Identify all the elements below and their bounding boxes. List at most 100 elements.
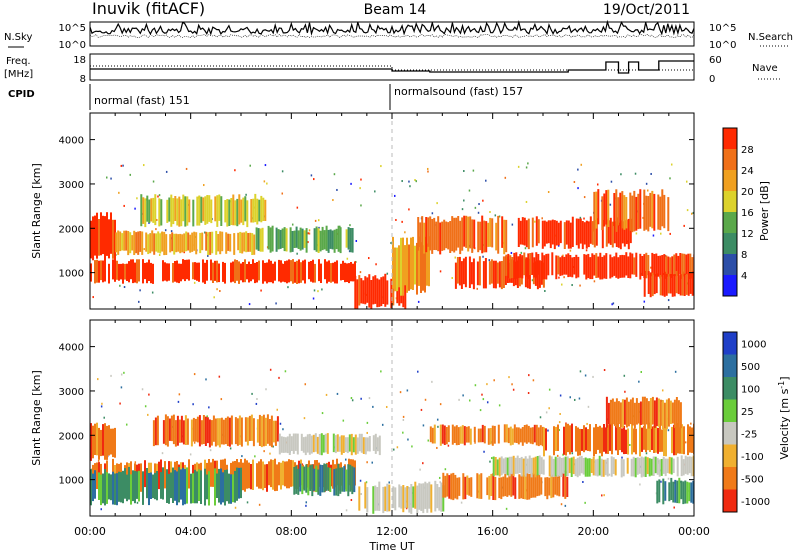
- scatter-column: [169, 234, 172, 253]
- scatter-speck: [118, 191, 120, 194]
- scatter-column: [126, 263, 128, 281]
- scatter-speck: [333, 173, 336, 176]
- scatter-column: [675, 253, 678, 277]
- scatter-column: [166, 416, 169, 447]
- scatter-column: [171, 232, 174, 252]
- scatter-speck: [579, 370, 582, 373]
- scatter-column: [599, 425, 601, 454]
- scatter-column: [576, 457, 579, 478]
- scatter-column: [535, 252, 538, 278]
- scatter-column: [675, 427, 677, 456]
- scatter-column: [520, 475, 523, 499]
- scatter-column: [643, 271, 646, 297]
- scatter-speck: [346, 257, 349, 260]
- scatter-speck: [690, 212, 693, 215]
- scatter-speck: [548, 388, 551, 391]
- scatter-column: [677, 423, 679, 454]
- scatter-column: [176, 198, 179, 226]
- scatter-column: [128, 261, 130, 283]
- scatter-column: [566, 476, 569, 497]
- scatter-column: [492, 473, 495, 500]
- scatter-column: [390, 278, 393, 309]
- scatter-column: [378, 435, 381, 456]
- scatter-column: [677, 275, 680, 295]
- scatter-column: [256, 262, 258, 283]
- scatter-column: [206, 417, 209, 444]
- scatter-speck: [584, 501, 586, 504]
- scatter-column: [178, 467, 180, 503]
- nsearch-line: [89, 34, 695, 38]
- scatter-column: [634, 457, 637, 478]
- scatter-column: [174, 470, 176, 501]
- scatter-column: [476, 261, 479, 286]
- scatter-column: [639, 401, 642, 425]
- scatter-column: [278, 462, 280, 486]
- noise-panel: 10^5 10^0 10^5 10^0 N.Sky N.Search: [4, 19, 793, 51]
- scatter-column: [278, 433, 281, 455]
- scatter-column: [398, 277, 401, 306]
- scatter-column: [346, 263, 348, 282]
- scatter-column: [218, 263, 220, 283]
- scatter-column: [627, 256, 630, 278]
- scatter-column: [308, 433, 311, 455]
- scatter-speck: [674, 370, 677, 373]
- scatter-column: [272, 459, 274, 490]
- scatter-column: [238, 467, 240, 499]
- scatter-column: [431, 219, 434, 254]
- scatter-column: [182, 467, 184, 506]
- scatter-column: [622, 459, 625, 477]
- scatter-speck: [401, 220, 403, 223]
- scatter-column: [627, 428, 629, 455]
- scatter-column: [98, 260, 100, 283]
- time-tick-label: 00:00: [74, 525, 106, 538]
- scatter-speck: [427, 439, 430, 442]
- colorbar-swatch: [723, 170, 737, 192]
- scatter-speck: [684, 441, 687, 444]
- scatter-column: [348, 434, 351, 452]
- scatter-speck: [558, 276, 560, 279]
- scatter-speck: [436, 202, 438, 205]
- scatter-column: [505, 424, 508, 443]
- scatter-column: [402, 485, 405, 513]
- scatter-column: [216, 260, 218, 283]
- scatter-column: [250, 464, 252, 490]
- scatter-column: [174, 196, 177, 221]
- scatter-column: [556, 457, 559, 477]
- scatter-column: [509, 255, 512, 279]
- scatter-column: [281, 228, 284, 248]
- scatter-column: [345, 469, 348, 492]
- colorbar-tick-label: -500: [741, 474, 764, 485]
- scatter-column: [240, 417, 243, 447]
- scatter-column: [204, 262, 206, 284]
- scatter-speck: [539, 416, 542, 419]
- scatter-column: [211, 231, 214, 254]
- scatter-speck: [312, 297, 315, 300]
- scatter-column: [690, 482, 693, 503]
- scatter-column: [563, 256, 566, 275]
- scatter-column: [536, 456, 539, 476]
- scatter-column: [455, 217, 458, 251]
- scatter-column: [268, 461, 270, 486]
- scatter-column: [112, 471, 114, 505]
- scatter-speck: [667, 299, 670, 302]
- scatter-speck: [336, 392, 339, 395]
- scatter-column: [615, 398, 618, 428]
- scatter-speck: [317, 290, 319, 293]
- scatter-column: [168, 418, 171, 441]
- scatter-speck: [305, 501, 308, 504]
- scatter-column: [198, 415, 201, 447]
- scatter-column: [568, 458, 571, 474]
- scatter-column: [513, 252, 516, 280]
- scatter-speck: [557, 244, 560, 247]
- scatter-column: [382, 276, 385, 304]
- scatter-column: [186, 467, 188, 504]
- scatter-speck: [414, 179, 416, 182]
- scatter-column: [434, 480, 437, 512]
- scatter-column: [597, 189, 600, 225]
- scatter-speck: [485, 179, 487, 182]
- scatter-speck: [355, 239, 358, 242]
- scatter-column: [146, 468, 148, 499]
- scatter-speck: [431, 212, 434, 215]
- scatter-column: [172, 198, 175, 225]
